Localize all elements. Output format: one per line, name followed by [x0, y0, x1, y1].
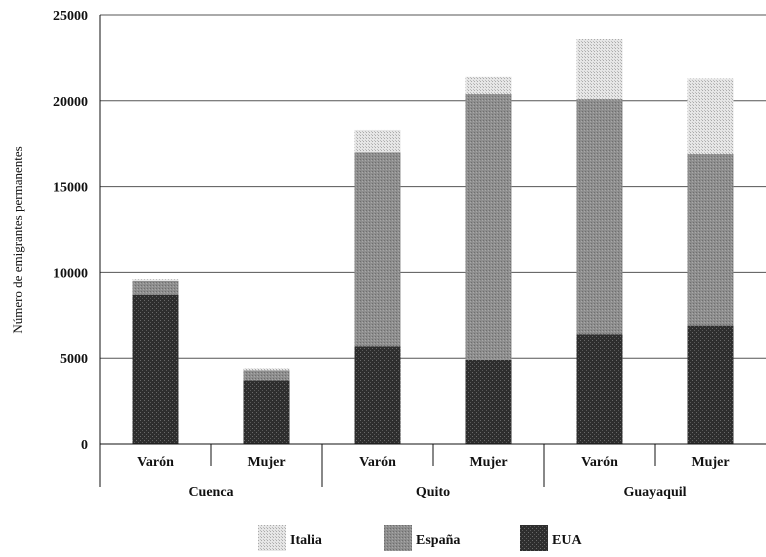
x-group-label: Quito — [416, 485, 450, 500]
x-category-labels: Varón Mujer Cuenca Varón Mujer Quito Varón Muje… — [137, 455, 729, 500]
x-category-label: Mujer — [469, 455, 507, 470]
y-axis-title: Número de emigrantes permanentes — [10, 146, 25, 333]
legend-swatch — [520, 525, 548, 551]
x-category-label: Varón — [581, 455, 618, 470]
y-tick-label: 20000 — [53, 95, 88, 110]
bar-segment-italia — [132, 279, 179, 281]
bar-segment-espana — [132, 280, 179, 295]
bar-segment-espana — [243, 370, 290, 381]
bar-segment-italia — [354, 129, 401, 153]
x-group-label: Cuenca — [188, 485, 233, 500]
bar-segment-italia — [687, 78, 734, 154]
x-category-label: Mujer — [247, 455, 285, 470]
legend-swatch — [258, 525, 286, 551]
legend: Italia España EUA — [258, 525, 582, 551]
x-category-label: Mujer — [691, 455, 729, 470]
legend-label: España — [416, 533, 460, 548]
y-tick-label: 5000 — [60, 352, 88, 367]
bar-segment-eua — [354, 346, 401, 444]
bar-segment-italia — [576, 39, 623, 100]
bars — [132, 39, 734, 444]
y-tick-labels: 0 5000 10000 15000 20000 25000 — [53, 9, 88, 453]
y-tick-label: 0 — [81, 438, 88, 453]
x-category-label: Varón — [137, 455, 174, 470]
legend-label: Italia — [290, 533, 322, 548]
bar-segment-eua — [243, 380, 290, 444]
gridlines — [100, 14, 766, 359]
bar-segment-espana — [576, 99, 623, 335]
bar-segment-eua — [687, 325, 734, 444]
bar-segment-italia — [243, 368, 290, 371]
bar-segment-eua — [576, 334, 623, 444]
bar-segment-espana — [354, 152, 401, 347]
legend-label: EUA — [552, 533, 582, 548]
bar-segment-eua — [465, 359, 512, 444]
axes — [99, 15, 766, 487]
bar-segment-italia — [465, 76, 512, 94]
bar-segment-eua — [132, 294, 179, 444]
bar-segment-espana — [687, 153, 734, 326]
y-tick-label: 15000 — [53, 181, 88, 196]
x-group-label: Guayaquil — [623, 485, 686, 500]
y-tick-label: 25000 — [53, 9, 88, 24]
x-category-label: Varón — [359, 455, 396, 470]
legend-swatch — [384, 525, 412, 551]
y-tick-label: 10000 — [53, 266, 88, 281]
bar-segment-espana — [465, 93, 512, 360]
